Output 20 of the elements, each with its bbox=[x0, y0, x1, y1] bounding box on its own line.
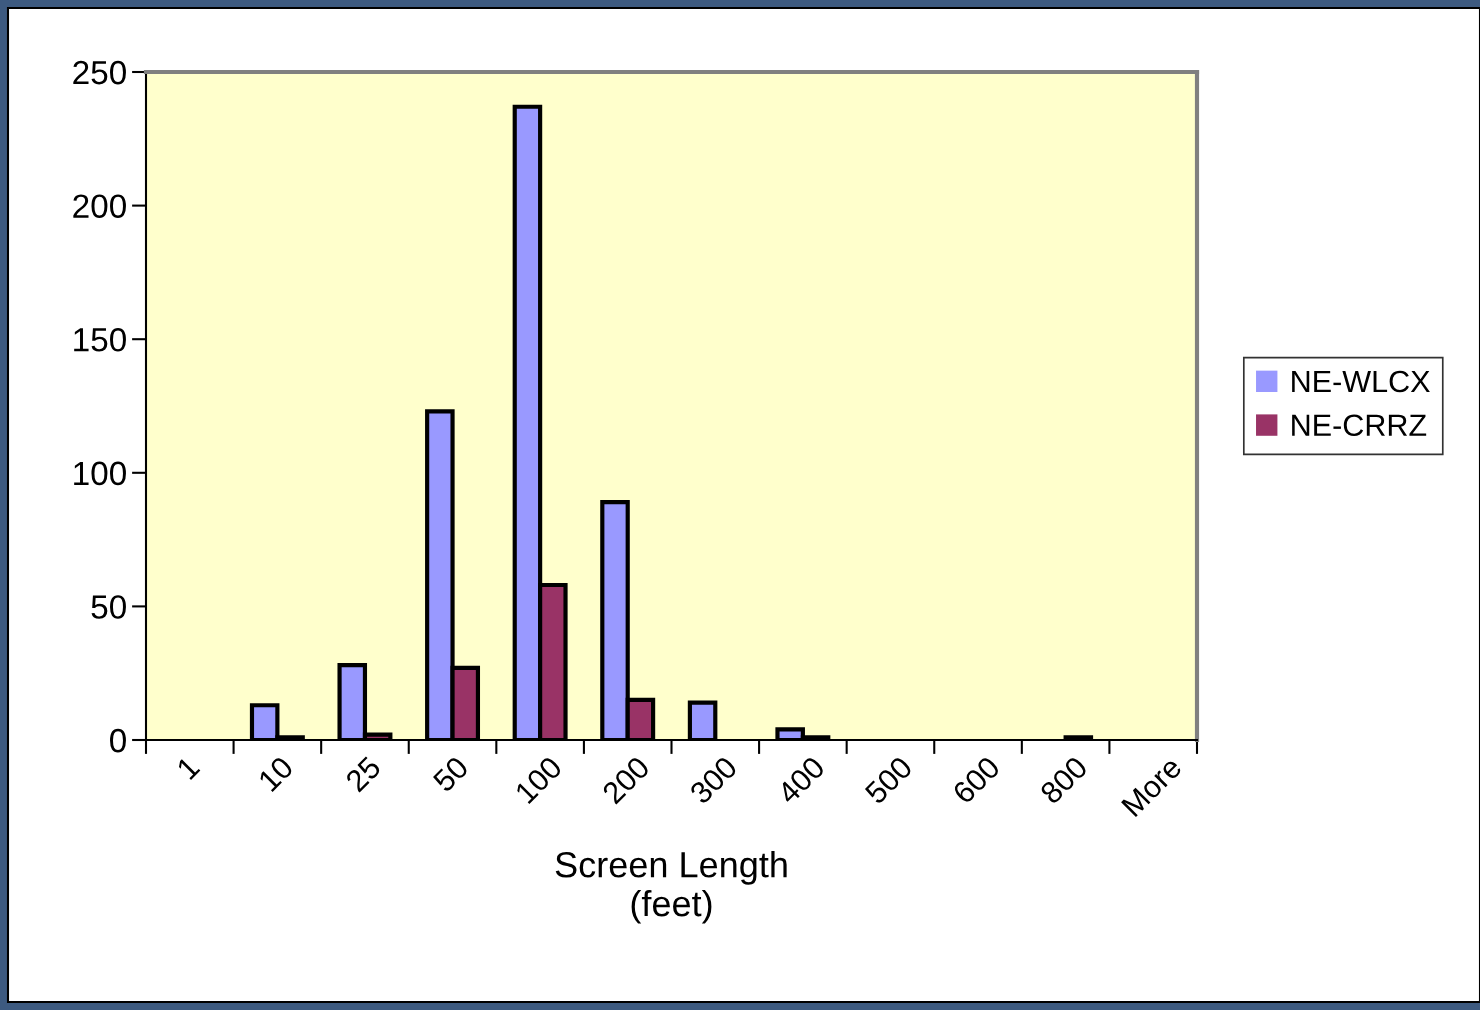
y-tick-label: 50 bbox=[91, 595, 126, 619]
y-tick-label: 0 bbox=[110, 728, 126, 753]
x-tick-label: 400 bbox=[775, 755, 826, 806]
x-tick-label: 100 bbox=[514, 755, 564, 805]
x-tick-label: 50 bbox=[431, 755, 470, 793]
x-tick-label: 300 bbox=[688, 755, 739, 805]
x-axis-title: Screen Length (feet) bbox=[555, 851, 787, 924]
x-tick-label: 800 bbox=[1039, 755, 1089, 805]
legend-label: NE-CRRZ bbox=[1292, 414, 1427, 437]
x-tick-label: 25 bbox=[344, 755, 382, 793]
x-tick-label: 500 bbox=[863, 755, 914, 805]
y-tick-label: 100 bbox=[74, 461, 126, 486]
x-tick-label: 200 bbox=[601, 755, 651, 805]
x-tick-label: 10 bbox=[257, 755, 295, 793]
y-tick-label: 150 bbox=[74, 328, 126, 352]
y-tick-label: 200 bbox=[73, 194, 126, 219]
x-tick-label: 600 bbox=[951, 755, 1002, 805]
x-tick-label: 1 bbox=[176, 755, 201, 780]
y-tick-label: 250 bbox=[73, 60, 126, 85]
legend-label: NE-WLCX bbox=[1292, 370, 1430, 393]
